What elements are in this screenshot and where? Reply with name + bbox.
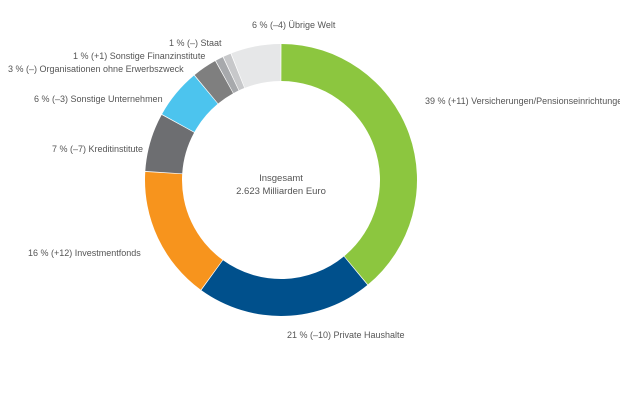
donut-slice-private-haushalte [201, 256, 368, 316]
slice-label-organisationen: 3 % (–) Organisationen ohne Erwerbszweck [8, 64, 184, 74]
slice-label-versicherungen: 39 % (+11) Versicherungen/Pensionseinric… [425, 96, 620, 106]
center-label-line1: Insgesamt [259, 173, 303, 184]
center-label-line2: 2.623 Milliarden Euro [236, 186, 326, 197]
donut-slice-kreditinstitute [145, 114, 195, 174]
donut-slice-staat [223, 53, 245, 91]
slice-label-kreditinstitute: 7 % (–7) Kreditinstitute [52, 144, 144, 154]
donut-slice-investmentfonds [145, 171, 223, 290]
donut-center-label: Insgesamt 2.623 Milliarden Euro [181, 172, 381, 198]
donut-slice-übrige-welt [231, 44, 281, 88]
donut-slice-sonstige-unternehmen [162, 75, 218, 133]
slice-label-investmentfonds: 16 % (+12) Investmentfonds [28, 248, 141, 258]
slice-label-private-haushalte: 21 % (–10) Private Haushalte [287, 330, 405, 340]
donut-slice-versicherungen-pensionseinrichtungen [281, 44, 417, 285]
slice-label-sonstige-finanzinstitute: 1 % (+1) Sonstige Finanzinstitute [73, 51, 206, 61]
slice-label-sonstige-unternehmen: 6 % (–3) Sonstige Unternehmen [34, 94, 163, 104]
donut-slice-sonstige-finanzinstitute [215, 57, 239, 94]
donut-slice-organisationen-ohne-erwerbszweck [194, 61, 234, 104]
slice-label-uebrige-welt: 6 % (–4) Übrige Welt [252, 20, 336, 30]
slice-label-staat: 1 % (–) Staat [169, 38, 222, 48]
